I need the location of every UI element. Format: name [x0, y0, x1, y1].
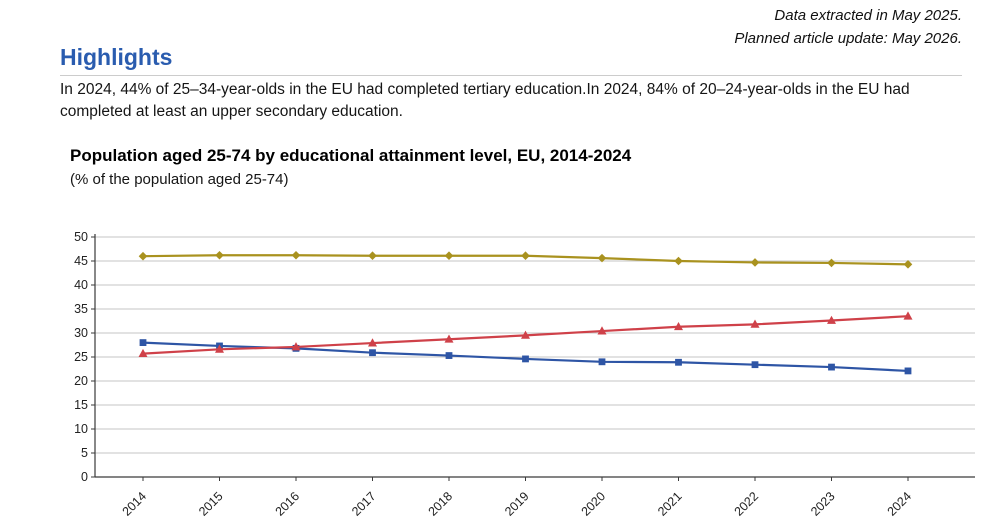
svg-text:2019: 2019	[502, 489, 532, 519]
svg-text:20: 20	[74, 374, 88, 388]
svg-text:0: 0	[81, 470, 88, 484]
data-extracted-note: Data extracted in May 2025.	[774, 7, 962, 24]
svg-text:2015: 2015	[196, 489, 226, 519]
svg-text:15: 15	[74, 398, 88, 412]
svg-text:2017: 2017	[349, 489, 379, 519]
highlights-heading: Highlights	[60, 44, 962, 76]
chart-subtitle: (% of the population aged 25-74)	[70, 171, 289, 188]
chart-title: Population aged 25-74 by educational att…	[70, 146, 632, 165]
svg-text:2016: 2016	[273, 489, 303, 519]
svg-text:2024: 2024	[885, 489, 915, 519]
svg-text:2018: 2018	[426, 489, 456, 519]
svg-text:5: 5	[81, 446, 88, 460]
svg-text:40: 40	[74, 278, 88, 292]
meta-note: Data extracted in May 2025. Planned arti…	[734, 5, 962, 50]
article-update-note: Planned article update: May 2026.	[734, 29, 962, 47]
line-chart: 0 5 10 15 20 25 30 35 40 45 50 2014 2015 2016 2017 2018…	[74, 230, 975, 519]
svg-text:10: 10	[74, 422, 88, 436]
svg-text:2022: 2022	[732, 489, 762, 519]
svg-text:45: 45	[74, 254, 88, 268]
svg-text:50: 50	[74, 230, 88, 244]
svg-text:2021: 2021	[655, 489, 685, 519]
svg-text:2020: 2020	[579, 489, 609, 519]
highlights-text: In 2024, 44% of 25–34-year-olds in the E…	[60, 81, 910, 121]
svg-text:2014: 2014	[120, 489, 150, 519]
svg-text:30: 30	[74, 326, 88, 340]
svg-text:35: 35	[74, 302, 88, 316]
svg-text:25: 25	[74, 350, 88, 364]
svg-text:2023: 2023	[808, 489, 838, 519]
